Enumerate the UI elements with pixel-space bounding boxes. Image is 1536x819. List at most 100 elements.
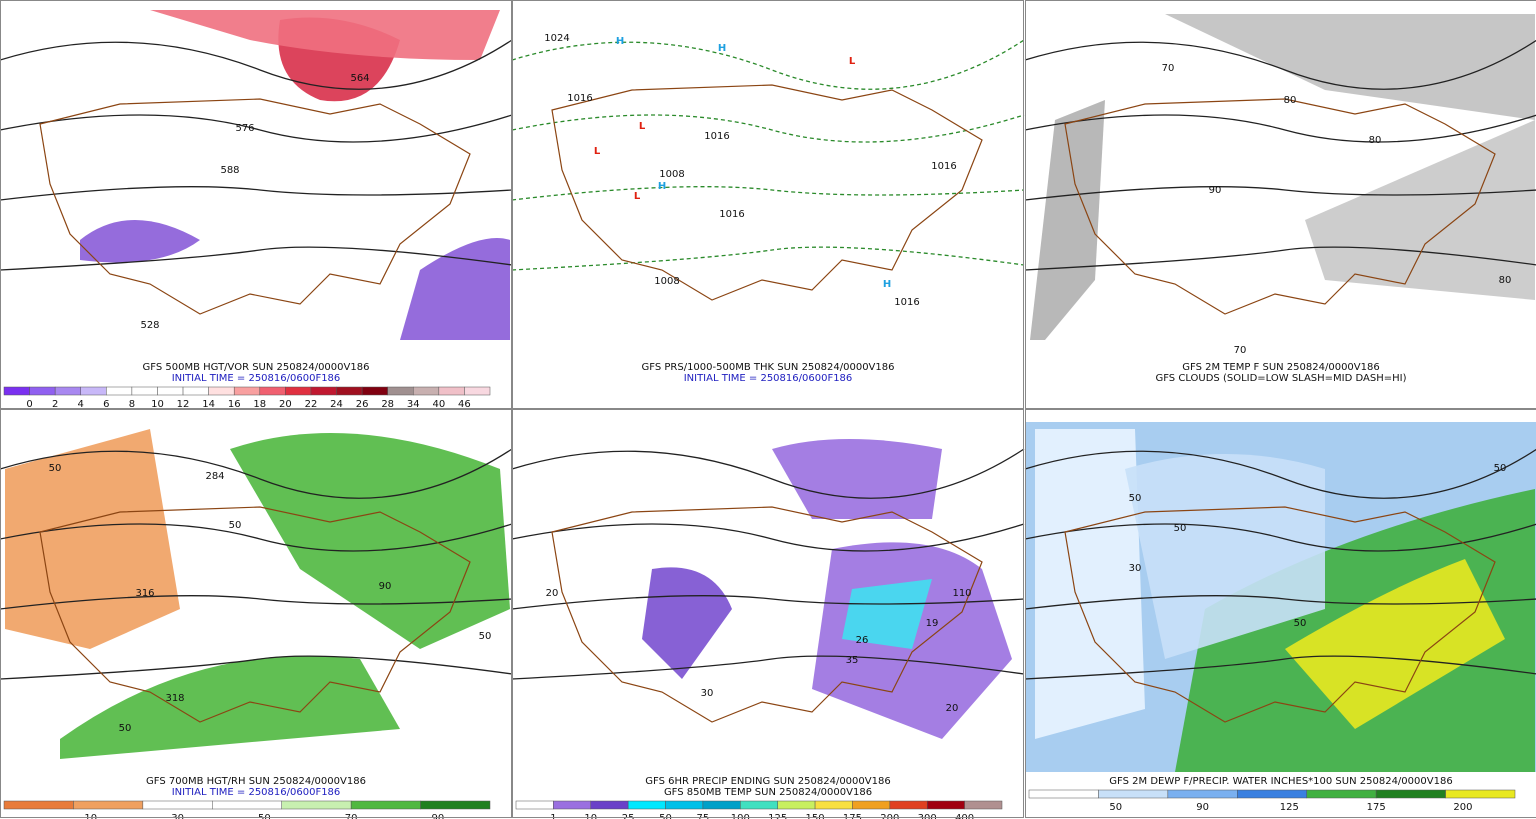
colorbar-label: 18 [253, 399, 266, 410]
colorbar-label: 22 [305, 399, 318, 410]
contour [0, 39, 513, 90]
field-shading [1035, 429, 1145, 739]
colorbar-box [590, 800, 629, 810]
colorbar-box [3, 386, 30, 396]
colorbar-label: 70 [345, 813, 358, 819]
field-shading [5, 429, 180, 649]
colorbar-label: 28 [381, 399, 394, 410]
colorbar-label: 175 [1367, 802, 1386, 813]
colorbar-box [336, 386, 363, 396]
contour [1024, 448, 1536, 499]
colorbar-label: 34 [407, 399, 420, 410]
colorbar-label: 300 [918, 813, 937, 819]
field-shading [400, 238, 510, 340]
contour-label: 1008 [659, 169, 684, 180]
panel-border [512, 0, 1024, 409]
colorbar-box [1237, 789, 1307, 799]
contour [1024, 523, 1536, 552]
colorbar-box [777, 800, 816, 810]
contour-label: 90 [1209, 185, 1222, 196]
colorbar-label: 25 [622, 813, 635, 819]
contour-label: 284 [205, 471, 224, 482]
field-shading [842, 579, 932, 649]
contour-label: 50 [1294, 618, 1307, 629]
colorbar-label: 40 [432, 399, 445, 410]
colorbar-box [281, 800, 352, 810]
contour-label: 70 [1162, 63, 1175, 74]
caption: GFS 6HR PRECIP ENDING SUN 250824/0000V18… [645, 776, 890, 787]
contour-label: 50 [479, 631, 492, 642]
contour-label: 1016 [719, 209, 744, 220]
colorbar-box [350, 800, 421, 810]
colorbar-box [889, 800, 928, 810]
contour-label: 1024 [544, 33, 569, 44]
colorbar-label: 6 [103, 399, 109, 410]
contour-label: 110 [952, 588, 971, 599]
colorbar-box [142, 800, 213, 810]
colorbar-box [964, 800, 1003, 810]
caption: GFS 500MB HGT/VOR SUN 250824/0000V186 [143, 362, 370, 373]
field-shading [60, 655, 400, 759]
caption: INITIAL TIME = 250816/0600F186 [684, 373, 853, 384]
contour-label: 1008 [654, 276, 679, 287]
colorbar-label: 150 [806, 813, 825, 819]
colorbar-box [464, 386, 491, 396]
colorbar-label: 10 [151, 399, 164, 410]
field-shading [230, 433, 510, 649]
colorbar-label: 10 [584, 813, 597, 819]
field-shading [150, 10, 500, 60]
colorbar-box [740, 800, 778, 810]
colorbar-box [387, 386, 414, 396]
colorbar-box [1445, 789, 1516, 799]
colorbar-box [1375, 789, 1446, 799]
colorbar-box [29, 386, 56, 396]
colorbar-label: 16 [228, 399, 241, 410]
contour-label: 1016 [704, 131, 729, 142]
colorbar-label: 125 [768, 813, 787, 819]
colorbar-label: 125 [1280, 802, 1299, 813]
contour [1024, 246, 1536, 271]
contour-label: 20 [946, 703, 959, 714]
panel: 50 50 316 284 90 50 318 50 GFS 700MB HGT/RH SUN … [0, 409, 513, 819]
colorbar-box [73, 800, 144, 810]
caption: INITIAL TIME = 250816/0600F186 [172, 373, 341, 384]
colorbar-box [233, 386, 261, 396]
caption: GFS 850MB TEMP SUN 250824/0000V186 [664, 787, 872, 798]
colorbar-label: 90 [432, 813, 445, 819]
panel: 10241016101610081016101610081016HHHHLLLL… [511, 0, 1025, 409]
colorbar-box [80, 386, 107, 396]
contour-label: H [883, 279, 891, 290]
colorbar-box [310, 386, 337, 396]
contour [0, 114, 513, 143]
colorbar-box [131, 386, 158, 396]
colorbar-label: 12 [177, 399, 190, 410]
contour [1024, 186, 1536, 201]
colorbar-label: 4 [78, 399, 84, 410]
contour [1024, 655, 1536, 680]
colorbar-box [157, 386, 184, 396]
colorbar-label: 24 [330, 399, 343, 410]
contour-label: 50 [229, 520, 242, 531]
colorbar-box [926, 800, 965, 810]
colorbar-box [1098, 789, 1169, 799]
colorbar-label: 400 [955, 813, 974, 819]
colorbar-label: 50 [1109, 802, 1122, 813]
contour-label: 1016 [931, 161, 956, 172]
contour-label: H [616, 36, 624, 47]
colorbar-label: 26 [356, 399, 369, 410]
field-shading [1030, 100, 1105, 340]
contour [511, 114, 1025, 143]
colorbar-box [54, 386, 81, 396]
colorbar-label: 50 [659, 813, 672, 819]
colorbar-label: 100 [731, 813, 750, 819]
contour [511, 448, 1025, 499]
colorbar-label: 75 [697, 813, 710, 819]
colorbar-box [1028, 789, 1099, 799]
colorbar-label: 1 [550, 813, 556, 819]
colorbar-box [1167, 789, 1238, 799]
caption: GFS 700MB HGT/RH SUN 250824/0000V186 [146, 776, 366, 787]
contour [0, 523, 513, 552]
contour-label: 50 [1174, 523, 1187, 534]
contour [511, 655, 1025, 680]
